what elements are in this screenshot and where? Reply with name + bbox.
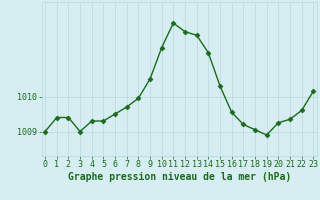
X-axis label: Graphe pression niveau de la mer (hPa): Graphe pression niveau de la mer (hPa) bbox=[68, 172, 291, 182]
